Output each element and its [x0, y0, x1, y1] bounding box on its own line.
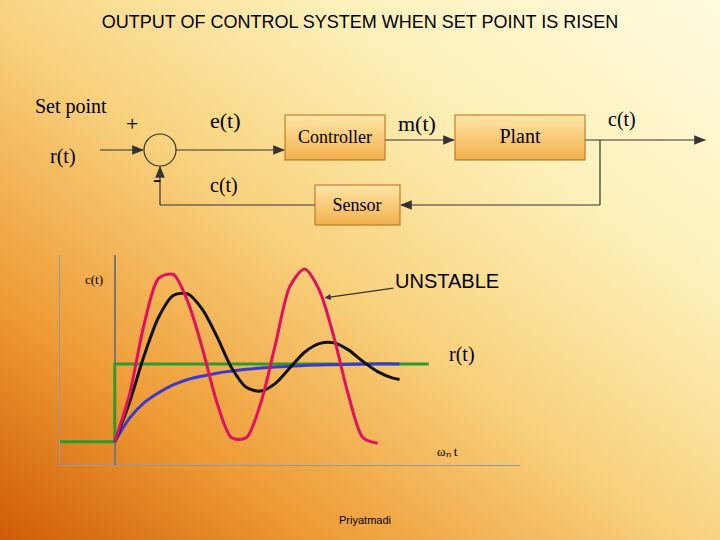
svg-text:c(t): c(t)	[85, 272, 103, 287]
svg-text:c(t): c(t)	[210, 174, 238, 197]
svg-text:m(t): m(t)	[398, 111, 436, 136]
svg-text:r(t): r(t)	[50, 145, 76, 168]
svg-text:Priyatmadi: Priyatmadi	[339, 514, 391, 526]
svg-text:e(t): e(t)	[210, 108, 241, 133]
svg-text:Controller: Controller	[298, 127, 372, 147]
svg-text:r(t): r(t)	[449, 343, 475, 366]
svg-text:Sensor: Sensor	[333, 195, 382, 215]
svg-text:ωₙ t: ωₙ t	[437, 444, 458, 459]
svg-text:+: +	[126, 111, 138, 136]
svg-text:OUTPUT OF CONTROL SYSTEM WHEN: OUTPUT OF CONTROL SYSTEM WHEN SET POINT …	[102, 12, 618, 32]
svg-text:c(t): c(t)	[608, 108, 636, 131]
svg-text:Plant: Plant	[499, 125, 541, 147]
svg-text:-: -	[153, 166, 161, 192]
svg-text:Set point: Set point	[35, 95, 107, 118]
svg-text:UNSTABLE: UNSTABLE	[395, 270, 499, 292]
